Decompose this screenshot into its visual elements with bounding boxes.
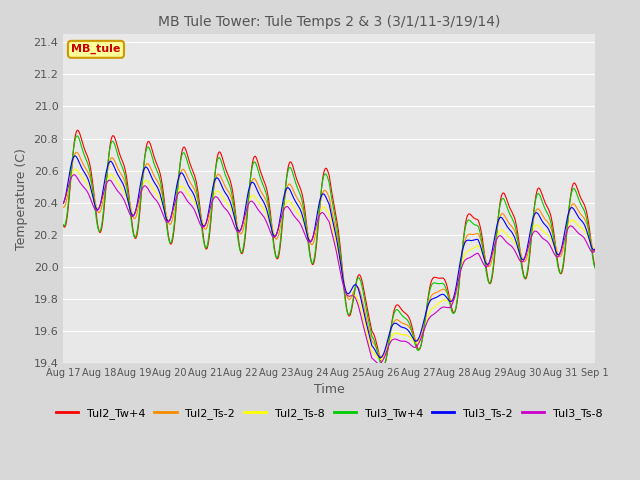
Tul2_Ts-2 [591,249,599,255]
Tul2_Ts-8 [237,226,245,231]
Tul3_Ts-8 [376,361,383,367]
Tul3_Ts-2 [71,153,79,159]
Tul3_Tw+4 [591,265,599,271]
Tul3_Ts-8 [529,230,536,236]
Tul3_Tw+4 [529,218,536,224]
Line: Tul2_Ts-8: Tul2_Ts-8 [63,169,595,360]
Tul3_Ts-2 [60,201,67,206]
Tul3_Ts-8 [165,218,173,224]
Tul2_Ts-2 [482,257,490,263]
Line: Tul2_Ts-2: Tul2_Ts-2 [63,152,595,358]
Tul3_Ts-2 [412,338,420,344]
Tul3_Tw+4 [73,133,81,139]
Tul3_Ts-2 [237,225,245,231]
Tul3_Ts-8 [237,225,245,231]
Tul3_Ts-8 [591,247,599,253]
Line: Tul2_Tw+4: Tul2_Tw+4 [63,130,595,366]
Tul3_Tw+4 [237,250,245,255]
Tul3_Ts-2 [482,260,490,265]
Y-axis label: Temperature (C): Temperature (C) [15,148,28,250]
Line: Tul3_Tw+4: Tul3_Tw+4 [63,136,595,367]
Tul2_Ts-8 [412,340,420,346]
Tul2_Ts-2 [378,355,386,360]
Tul2_Ts-8 [178,183,186,189]
Tul3_Tw+4 [178,152,186,158]
Tul3_Ts-8 [412,344,420,349]
Tul2_Ts-2 [73,149,81,155]
Text: MB_tule: MB_tule [71,44,121,54]
Tul2_Ts-2 [237,231,245,237]
Title: MB Tule Tower: Tule Temps 2 & 3 (3/1/11-3/19/14): MB Tule Tower: Tule Temps 2 & 3 (3/1/11-… [158,15,500,29]
Tul2_Ts-8 [376,357,384,362]
Legend: Tul2_Tw+4, Tul2_Ts-2, Tul2_Ts-8, Tul3_Tw+4, Tul3_Ts-2, Tul3_Ts-8: Tul2_Tw+4, Tul2_Ts-2, Tul2_Ts-8, Tul3_Tw… [51,403,607,423]
Line: Tul3_Ts-2: Tul3_Ts-2 [63,156,595,358]
Tul3_Tw+4 [60,222,67,228]
Tul3_Ts-2 [591,246,599,252]
Tul2_Ts-2 [412,338,420,344]
Tul2_Tw+4 [60,222,67,228]
Tul2_Tw+4 [74,127,81,133]
Tul2_Ts-2 [60,204,67,210]
Tul3_Ts-8 [60,201,67,206]
Tul2_Tw+4 [178,149,186,155]
Tul2_Ts-2 [178,167,186,173]
Tul3_Tw+4 [482,266,490,272]
Tul2_Ts-8 [165,217,173,223]
Tul2_Ts-8 [529,228,536,234]
Tul2_Ts-2 [529,221,536,227]
Tul3_Ts-8 [178,190,186,195]
Tul2_Ts-8 [482,259,490,265]
Line: Tul3_Ts-8: Tul3_Ts-8 [63,175,595,364]
Tul3_Ts-2 [376,355,384,360]
Tul3_Ts-8 [70,172,78,178]
Tul3_Ts-2 [178,170,186,176]
Tul2_Tw+4 [412,342,420,348]
Tul2_Ts-8 [60,200,67,205]
Tul2_Ts-2 [165,221,173,227]
Tul3_Ts-8 [482,264,490,269]
Tul2_Tw+4 [529,220,536,226]
Tul2_Ts-8 [591,246,599,252]
Tul2_Tw+4 [380,363,387,369]
Tul2_Tw+4 [237,251,245,256]
Tul2_Tw+4 [165,236,173,242]
Tul3_Tw+4 [379,364,387,370]
Tul3_Tw+4 [165,238,173,243]
Tul3_Tw+4 [412,345,420,351]
Tul3_Ts-2 [529,216,536,222]
Tul2_Tw+4 [482,262,490,268]
X-axis label: Time: Time [314,384,344,396]
Tul3_Ts-2 [165,218,173,224]
Tul2_Ts-8 [72,166,79,172]
Tul2_Tw+4 [591,264,599,270]
